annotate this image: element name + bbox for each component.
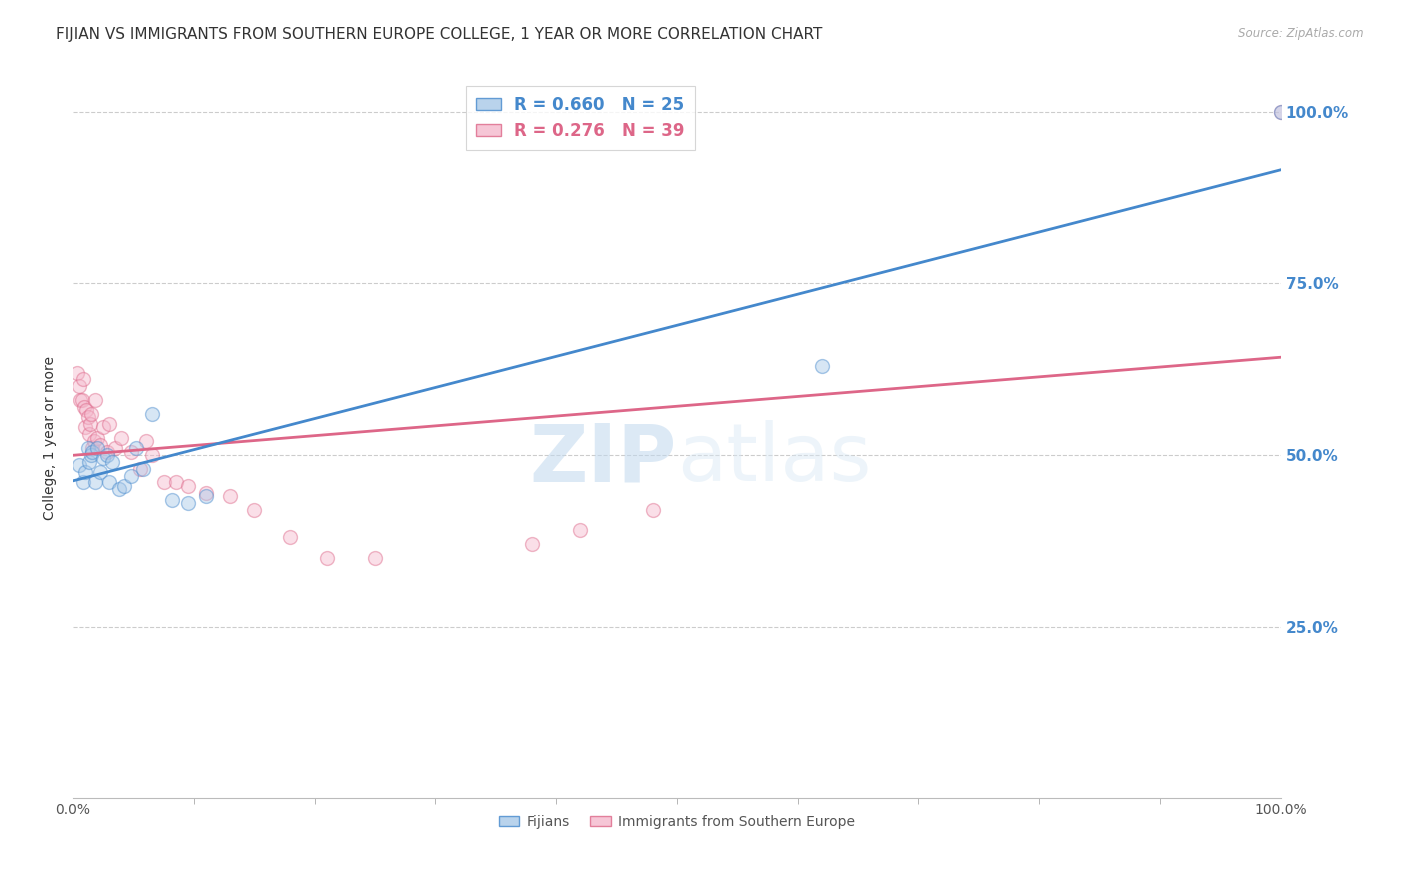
Point <box>82 441 104 455</box>
Point <box>811 359 834 373</box>
Point <box>75 420 97 434</box>
Point <box>569 524 592 538</box>
Point <box>69 392 91 407</box>
Point <box>135 434 157 449</box>
Point <box>77 427 100 442</box>
Legend: Fijians, Immigrants from Southern Europe: Fijians, Immigrants from Southern Europe <box>494 809 860 834</box>
Point <box>112 479 135 493</box>
Point <box>219 489 242 503</box>
Point <box>80 407 103 421</box>
Point <box>315 550 337 565</box>
Point <box>194 485 217 500</box>
Point <box>141 448 163 462</box>
Point <box>83 434 105 449</box>
Point <box>243 503 266 517</box>
Point <box>120 468 142 483</box>
Point <box>72 475 94 490</box>
Point <box>108 483 131 497</box>
Point <box>98 417 121 431</box>
Point <box>1270 104 1292 119</box>
Point <box>77 455 100 469</box>
Point <box>89 437 111 451</box>
Point <box>96 448 118 462</box>
Point <box>67 458 90 473</box>
Point <box>79 417 101 431</box>
Y-axis label: College, 1 year or more: College, 1 year or more <box>44 356 58 520</box>
Point <box>110 431 132 445</box>
Point <box>76 410 98 425</box>
Point <box>177 496 200 510</box>
Point <box>83 475 105 490</box>
Point <box>70 392 93 407</box>
Point <box>641 503 664 517</box>
Point <box>177 479 200 493</box>
Point <box>152 475 174 490</box>
Point <box>80 448 103 462</box>
Point <box>75 403 97 417</box>
Point <box>104 441 127 455</box>
Point <box>132 461 155 475</box>
Point <box>364 550 387 565</box>
Point <box>98 475 121 490</box>
Point <box>120 444 142 458</box>
Point <box>520 537 543 551</box>
Point <box>96 444 118 458</box>
Point <box>165 475 187 490</box>
Point <box>141 407 163 421</box>
Point <box>72 372 94 386</box>
Point <box>100 455 122 469</box>
Point <box>89 465 111 479</box>
Point <box>91 420 114 434</box>
Point <box>83 392 105 407</box>
Point <box>160 492 183 507</box>
Point <box>82 444 104 458</box>
Point <box>76 441 98 455</box>
Text: ZIP: ZIP <box>530 420 676 499</box>
Point <box>1270 104 1292 119</box>
Point <box>194 489 217 503</box>
Point <box>67 379 90 393</box>
Point <box>125 441 148 455</box>
Point <box>66 366 89 380</box>
Point <box>86 431 108 445</box>
Text: atlas: atlas <box>676 420 872 499</box>
Point <box>75 465 97 479</box>
Text: Source: ZipAtlas.com: Source: ZipAtlas.com <box>1239 27 1364 40</box>
Point <box>280 530 302 544</box>
Point <box>73 400 96 414</box>
Point <box>128 461 150 475</box>
Point <box>91 451 114 466</box>
Text: FIJIAN VS IMMIGRANTS FROM SOUTHERN EUROPE COLLEGE, 1 YEAR OR MORE CORRELATION CH: FIJIAN VS IMMIGRANTS FROM SOUTHERN EUROP… <box>56 27 823 42</box>
Point <box>86 441 108 455</box>
